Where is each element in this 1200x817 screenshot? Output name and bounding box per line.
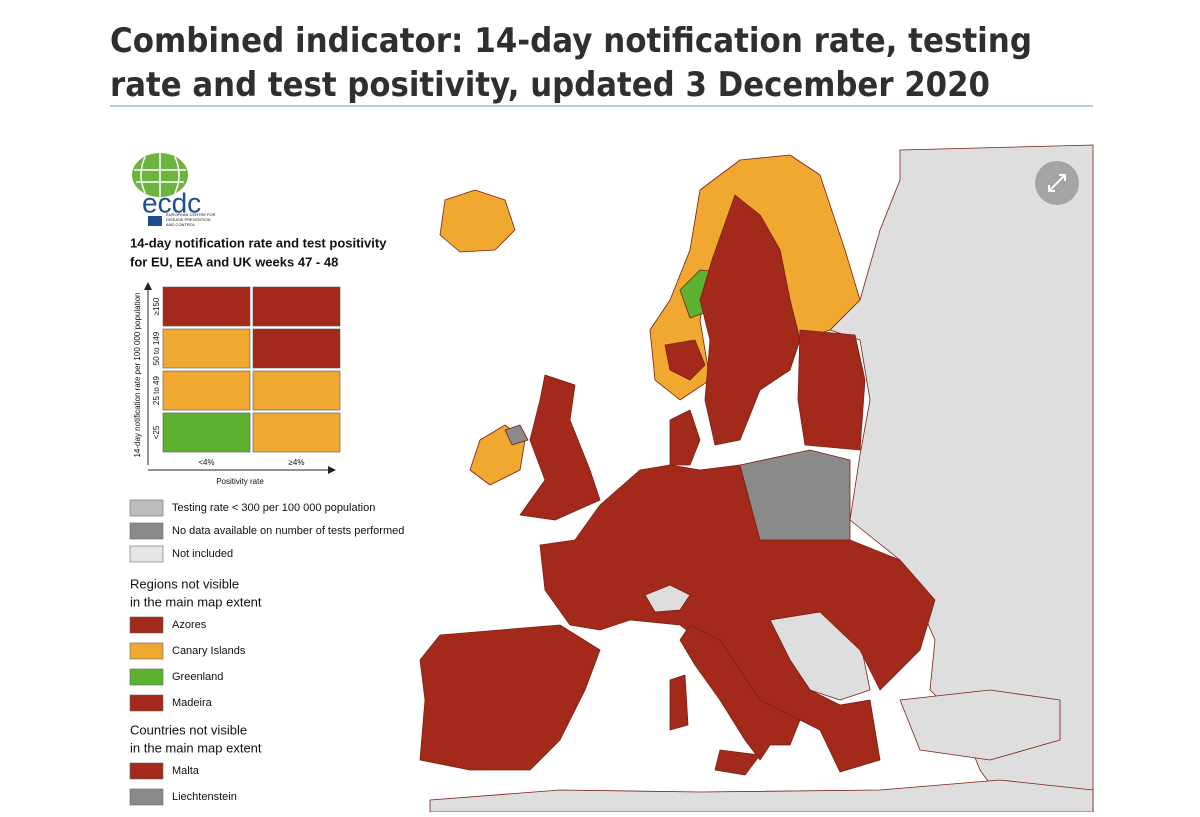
matrix-cell (162, 286, 251, 327)
uk (519, 374, 601, 521)
x-axis-label: Positivity rate (216, 477, 264, 486)
row-label: 50 to 149 (152, 331, 161, 365)
norway-south (664, 339, 706, 381)
column-label: <4% (198, 458, 214, 467)
y-axis-label: 14-day notification rate per 100 000 pop… (133, 292, 142, 457)
sicily (714, 749, 761, 776)
legend-swatch (129, 642, 164, 660)
map (110, 144, 1094, 813)
logo-subtitle: AND CONTROL (166, 222, 196, 227)
section-heading: Regions not visible (130, 576, 239, 591)
x-arrowhead (328, 466, 336, 474)
legend-item-label: Liechtenstein (172, 791, 237, 803)
legend-item-label: Not included (172, 548, 233, 560)
legend-title: 14-day notification rate and test positi… (130, 235, 387, 250)
legend: 14-day notification rate and test positi… (129, 235, 404, 806)
matrix-cell (162, 412, 251, 453)
denmark (669, 409, 701, 466)
eu-flag (148, 216, 162, 226)
iceland (439, 189, 516, 253)
logo-subtitle: EUROPEAN CENTRE FOR (166, 212, 216, 217)
legend-item-label: Greenland (172, 671, 223, 683)
legend-swatch (129, 616, 164, 634)
ecdc-logo: ecdc EUROPEAN CENTRE FOR DISEASE PREVENT… (132, 153, 216, 227)
row-label: ≥150 (152, 297, 161, 315)
legend-swatch (129, 522, 164, 540)
legend-item-label: Madeira (172, 697, 213, 709)
legend-swatch (129, 499, 164, 517)
northern-ireland (504, 424, 529, 446)
matrix-cell (252, 370, 341, 411)
section-heading: Countries not visible (130, 722, 247, 737)
legend-swatch (129, 788, 164, 806)
legend-item-label: No data available on number of tests per… (172, 525, 404, 537)
turkey (899, 689, 1061, 761)
legend-item-label: Azores (172, 619, 207, 631)
row-label: <25 (152, 425, 161, 439)
matrix-cell (252, 286, 341, 327)
row-label: 25 to 49 (152, 375, 161, 404)
matrix-cell (162, 328, 251, 369)
legend-swatch (129, 762, 164, 780)
matrix-cell (252, 328, 341, 369)
legend-swatch (129, 694, 164, 712)
legend-swatch (129, 545, 164, 563)
legend-item-label: Testing rate < 300 per 100 000 populatio… (172, 502, 375, 514)
sweden (699, 194, 801, 446)
switzerland (644, 584, 691, 613)
y-arrowhead (144, 282, 152, 290)
section-heading: in the main map extent (130, 740, 262, 755)
poland (739, 449, 851, 541)
title-line: rate and test positivity, updated 3 Dece… (110, 65, 990, 105)
iberia (419, 624, 601, 771)
sardinia (669, 674, 689, 731)
logo-grid (134, 153, 186, 197)
legend-swatch (129, 668, 164, 686)
logo-subtitle: DISEASE PREVENTION (166, 217, 211, 222)
matrix-cell (162, 370, 251, 411)
logo-name: ecdc (142, 187, 201, 218)
title-line: Combined indicator: 14-day notification … (110, 21, 1032, 61)
legend-title: for EU, EEA and UK weeks 47 - 48 (130, 254, 338, 269)
expand-icon (1048, 174, 1066, 192)
legend-item-label: Malta (172, 765, 200, 777)
baltics (797, 329, 866, 451)
column-label: ≥4% (289, 458, 305, 467)
matrix-cell (252, 412, 341, 453)
section-heading: in the main map extent (130, 594, 262, 609)
italy (679, 624, 801, 761)
legend-item-label: Canary Islands (172, 645, 246, 657)
